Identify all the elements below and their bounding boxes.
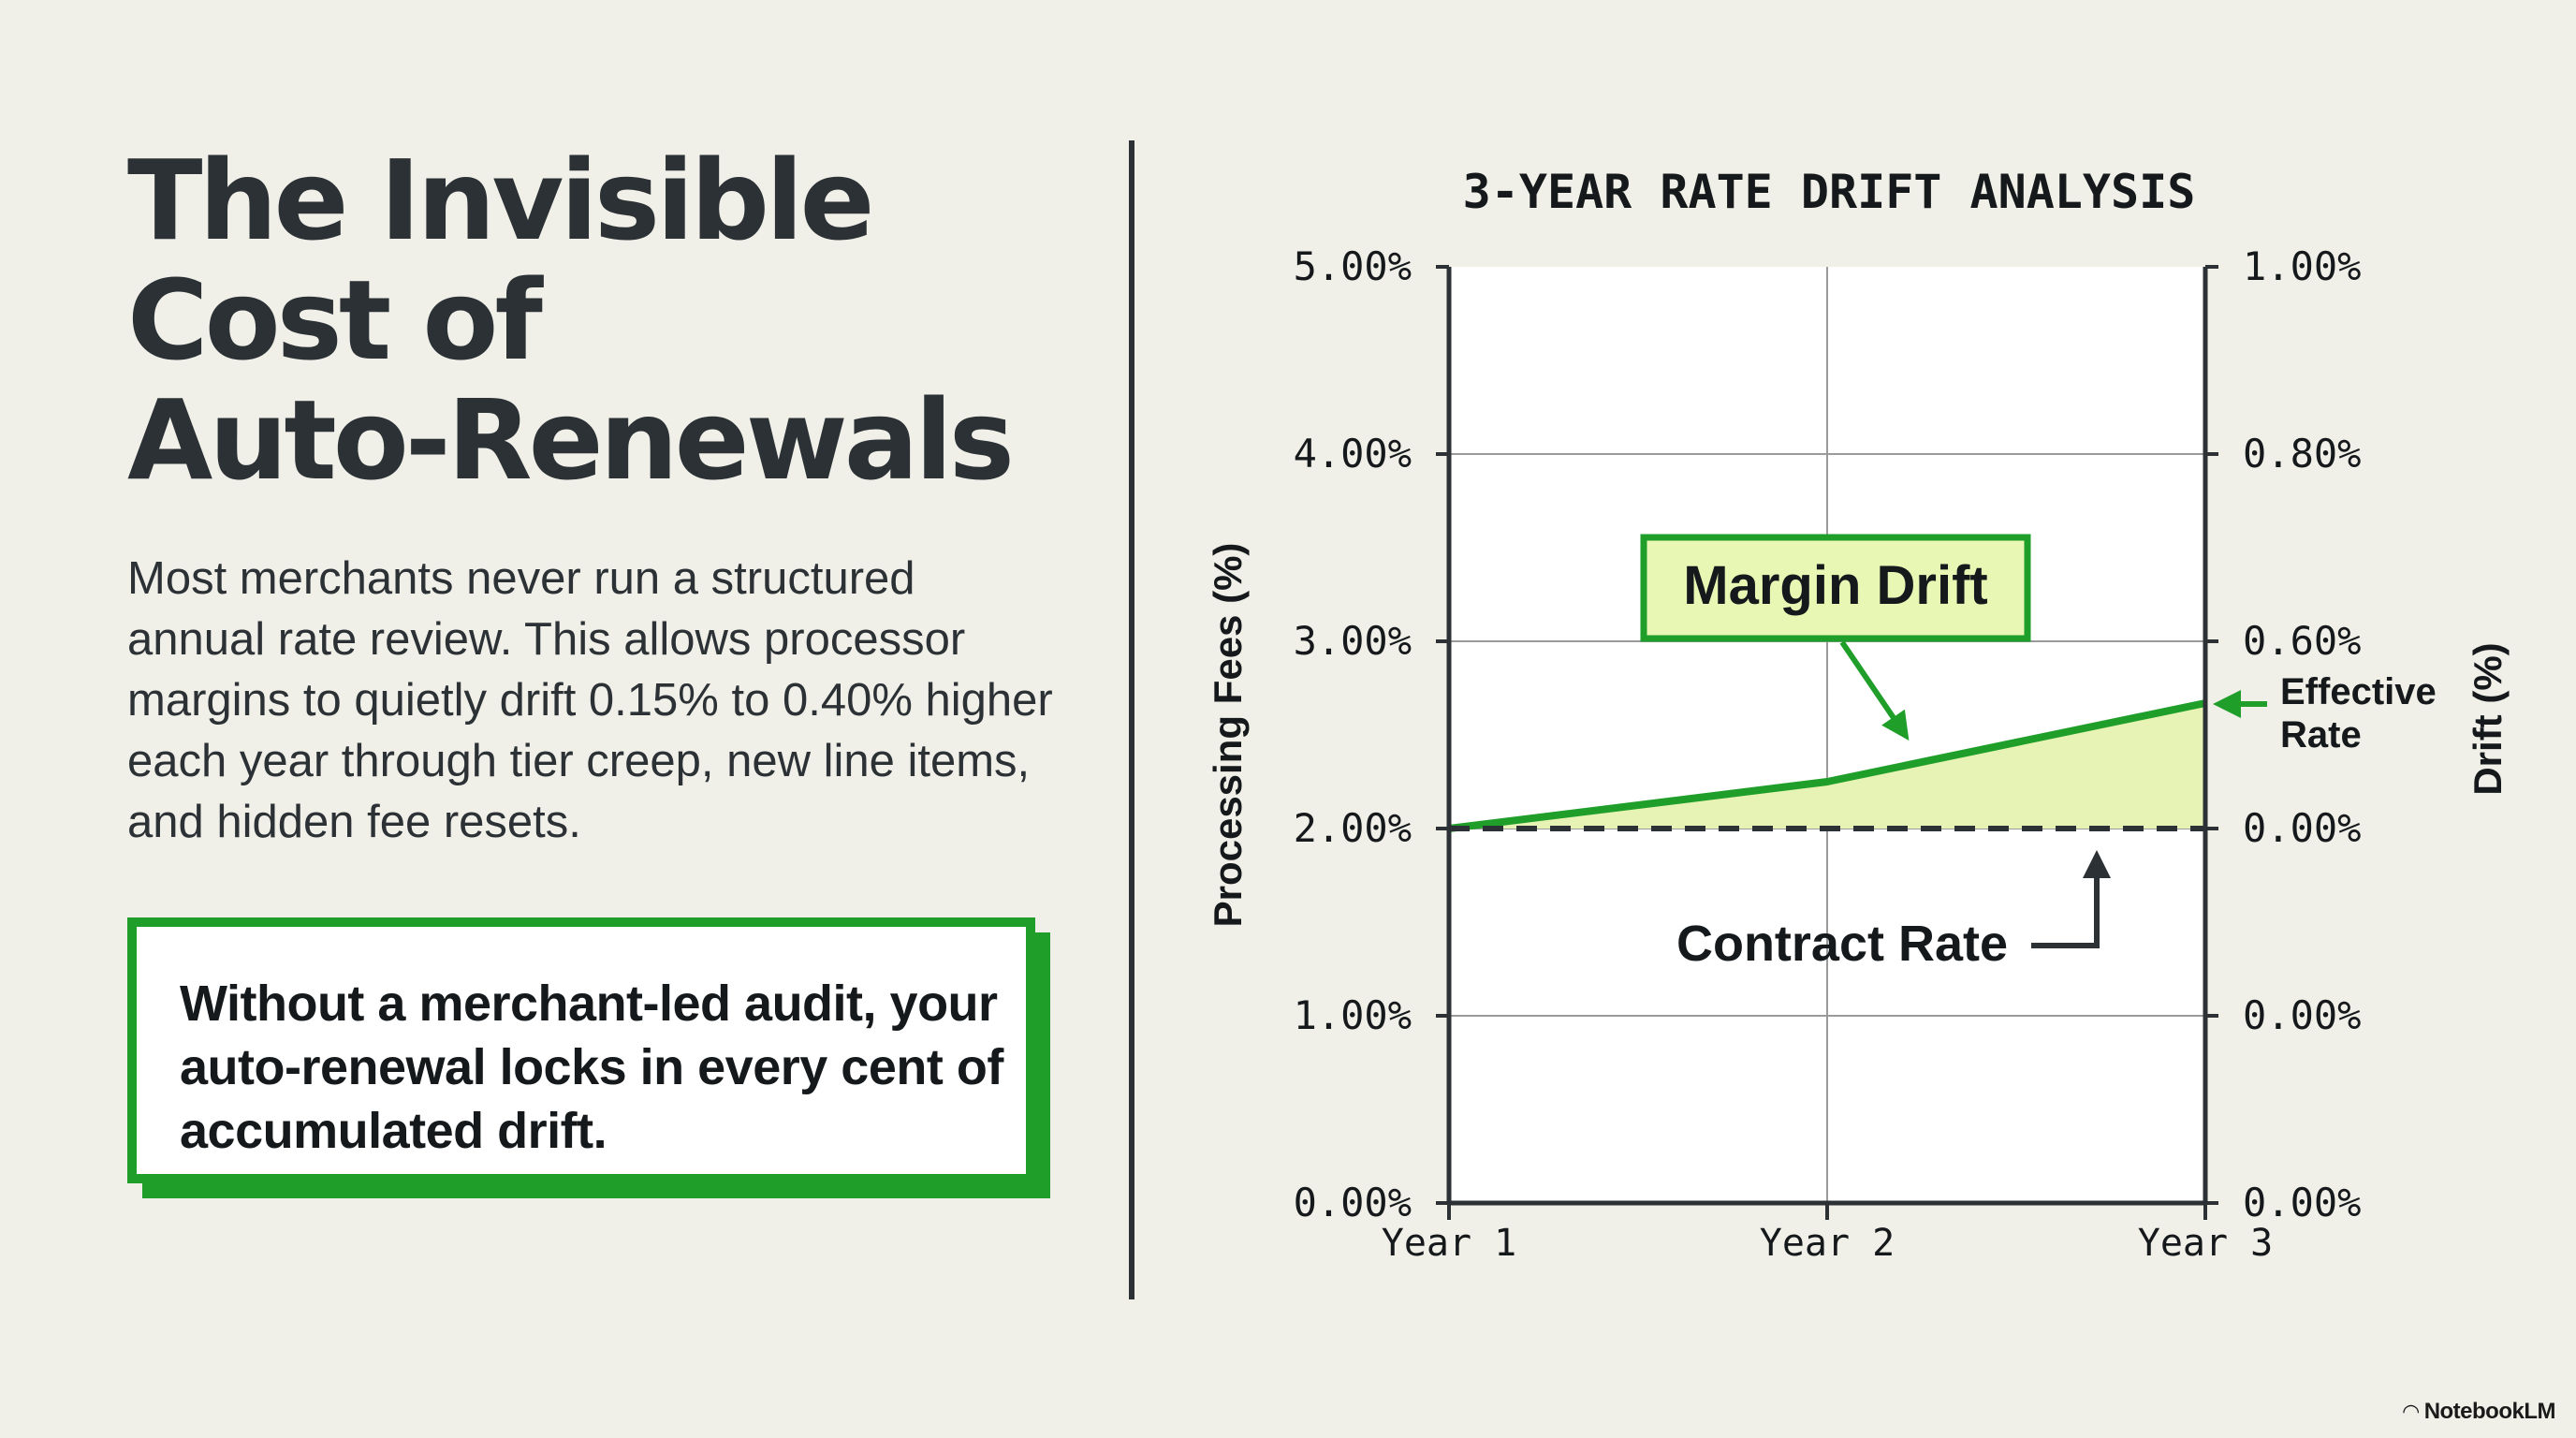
vertical-divider [1129, 140, 1134, 1299]
margin-drift-label-box [1640, 534, 2031, 642]
margin-drift-arrow [1839, 640, 1910, 741]
y2-tick-label: 0.00% [2243, 992, 2361, 1038]
headline-line-1: The Invisible [127, 136, 875, 265]
tick-labels: 0.00% 0.00% 1.00% 0.00% 2.00% 0.00% 3.00% 0.60%… [1294, 243, 2362, 1265]
headline: The Invisible Cost of Auto-Renewals [127, 140, 1063, 500]
x-tick-label: Year 1 [1382, 1222, 1517, 1265]
brand-watermark: ◠ NotebookLM [2403, 1399, 2555, 1425]
y2-tick-label: 0.80% [2243, 431, 2361, 477]
contract-rate-label: Contract Rate [1676, 916, 2008, 972]
y2-tick-label: 0.60% [2243, 618, 2361, 664]
y-tick-label: 4.00% [1294, 431, 1412, 477]
notebook-logo-icon: ◠ [2403, 1400, 2419, 1423]
callout-box: Without a merchant-led audit, your auto-… [127, 917, 1050, 1198]
headline-line-2: Cost of [127, 256, 543, 385]
effective-rate-label-line-1: Effective [2280, 671, 2437, 712]
text-column: The Invisible Cost of Auto-Renewals Most… [127, 140, 1063, 853]
margin-drift-label: Margin Drift [1683, 555, 1987, 616]
x-tick-label: Year 3 [2138, 1222, 2274, 1265]
margin-drift-area [1449, 703, 2205, 829]
headline-line-3: Auto-Renewals [127, 375, 1015, 505]
y2-tick-label: 0.00% [2243, 805, 2361, 851]
axes [1436, 265, 2218, 1220]
y-tick-label: 0.00% [1294, 1180, 1412, 1225]
y-tick-label: 1.00% [1294, 992, 1412, 1038]
effective-rate-label-line-2: Rate [2280, 714, 2362, 756]
callout-frame: Without a merchant-led audit, your auto-… [127, 917, 1035, 1183]
brand-name: NotebookLM [2423, 1399, 2556, 1424]
chart-title: 3-YEAR RATE DRIFT ANALYSIS [1463, 165, 2196, 219]
x-tick-label: Year 2 [1760, 1222, 1895, 1265]
y-tick-label: 5.00% [1294, 243, 1412, 289]
y-axis-label: Processing Fees (%) [1206, 543, 1250, 928]
effective-rate-point [1826, 781, 1828, 783]
y-tick-label: 2.00% [1294, 805, 1412, 851]
y2-tick-label: 1.00% [2243, 243, 2361, 289]
callout-text: Without a merchant-led audit, your auto-… [180, 976, 1003, 1159]
y2-axis-label: Drift (%) [2466, 642, 2510, 795]
y-tick-label: 3.00% [1294, 618, 1412, 664]
body-paragraph: Most merchants never run a structured an… [127, 553, 1053, 847]
y2-tick-label: 0.00% [2243, 1180, 2361, 1225]
contract-rate-arrow [2031, 850, 2111, 948]
